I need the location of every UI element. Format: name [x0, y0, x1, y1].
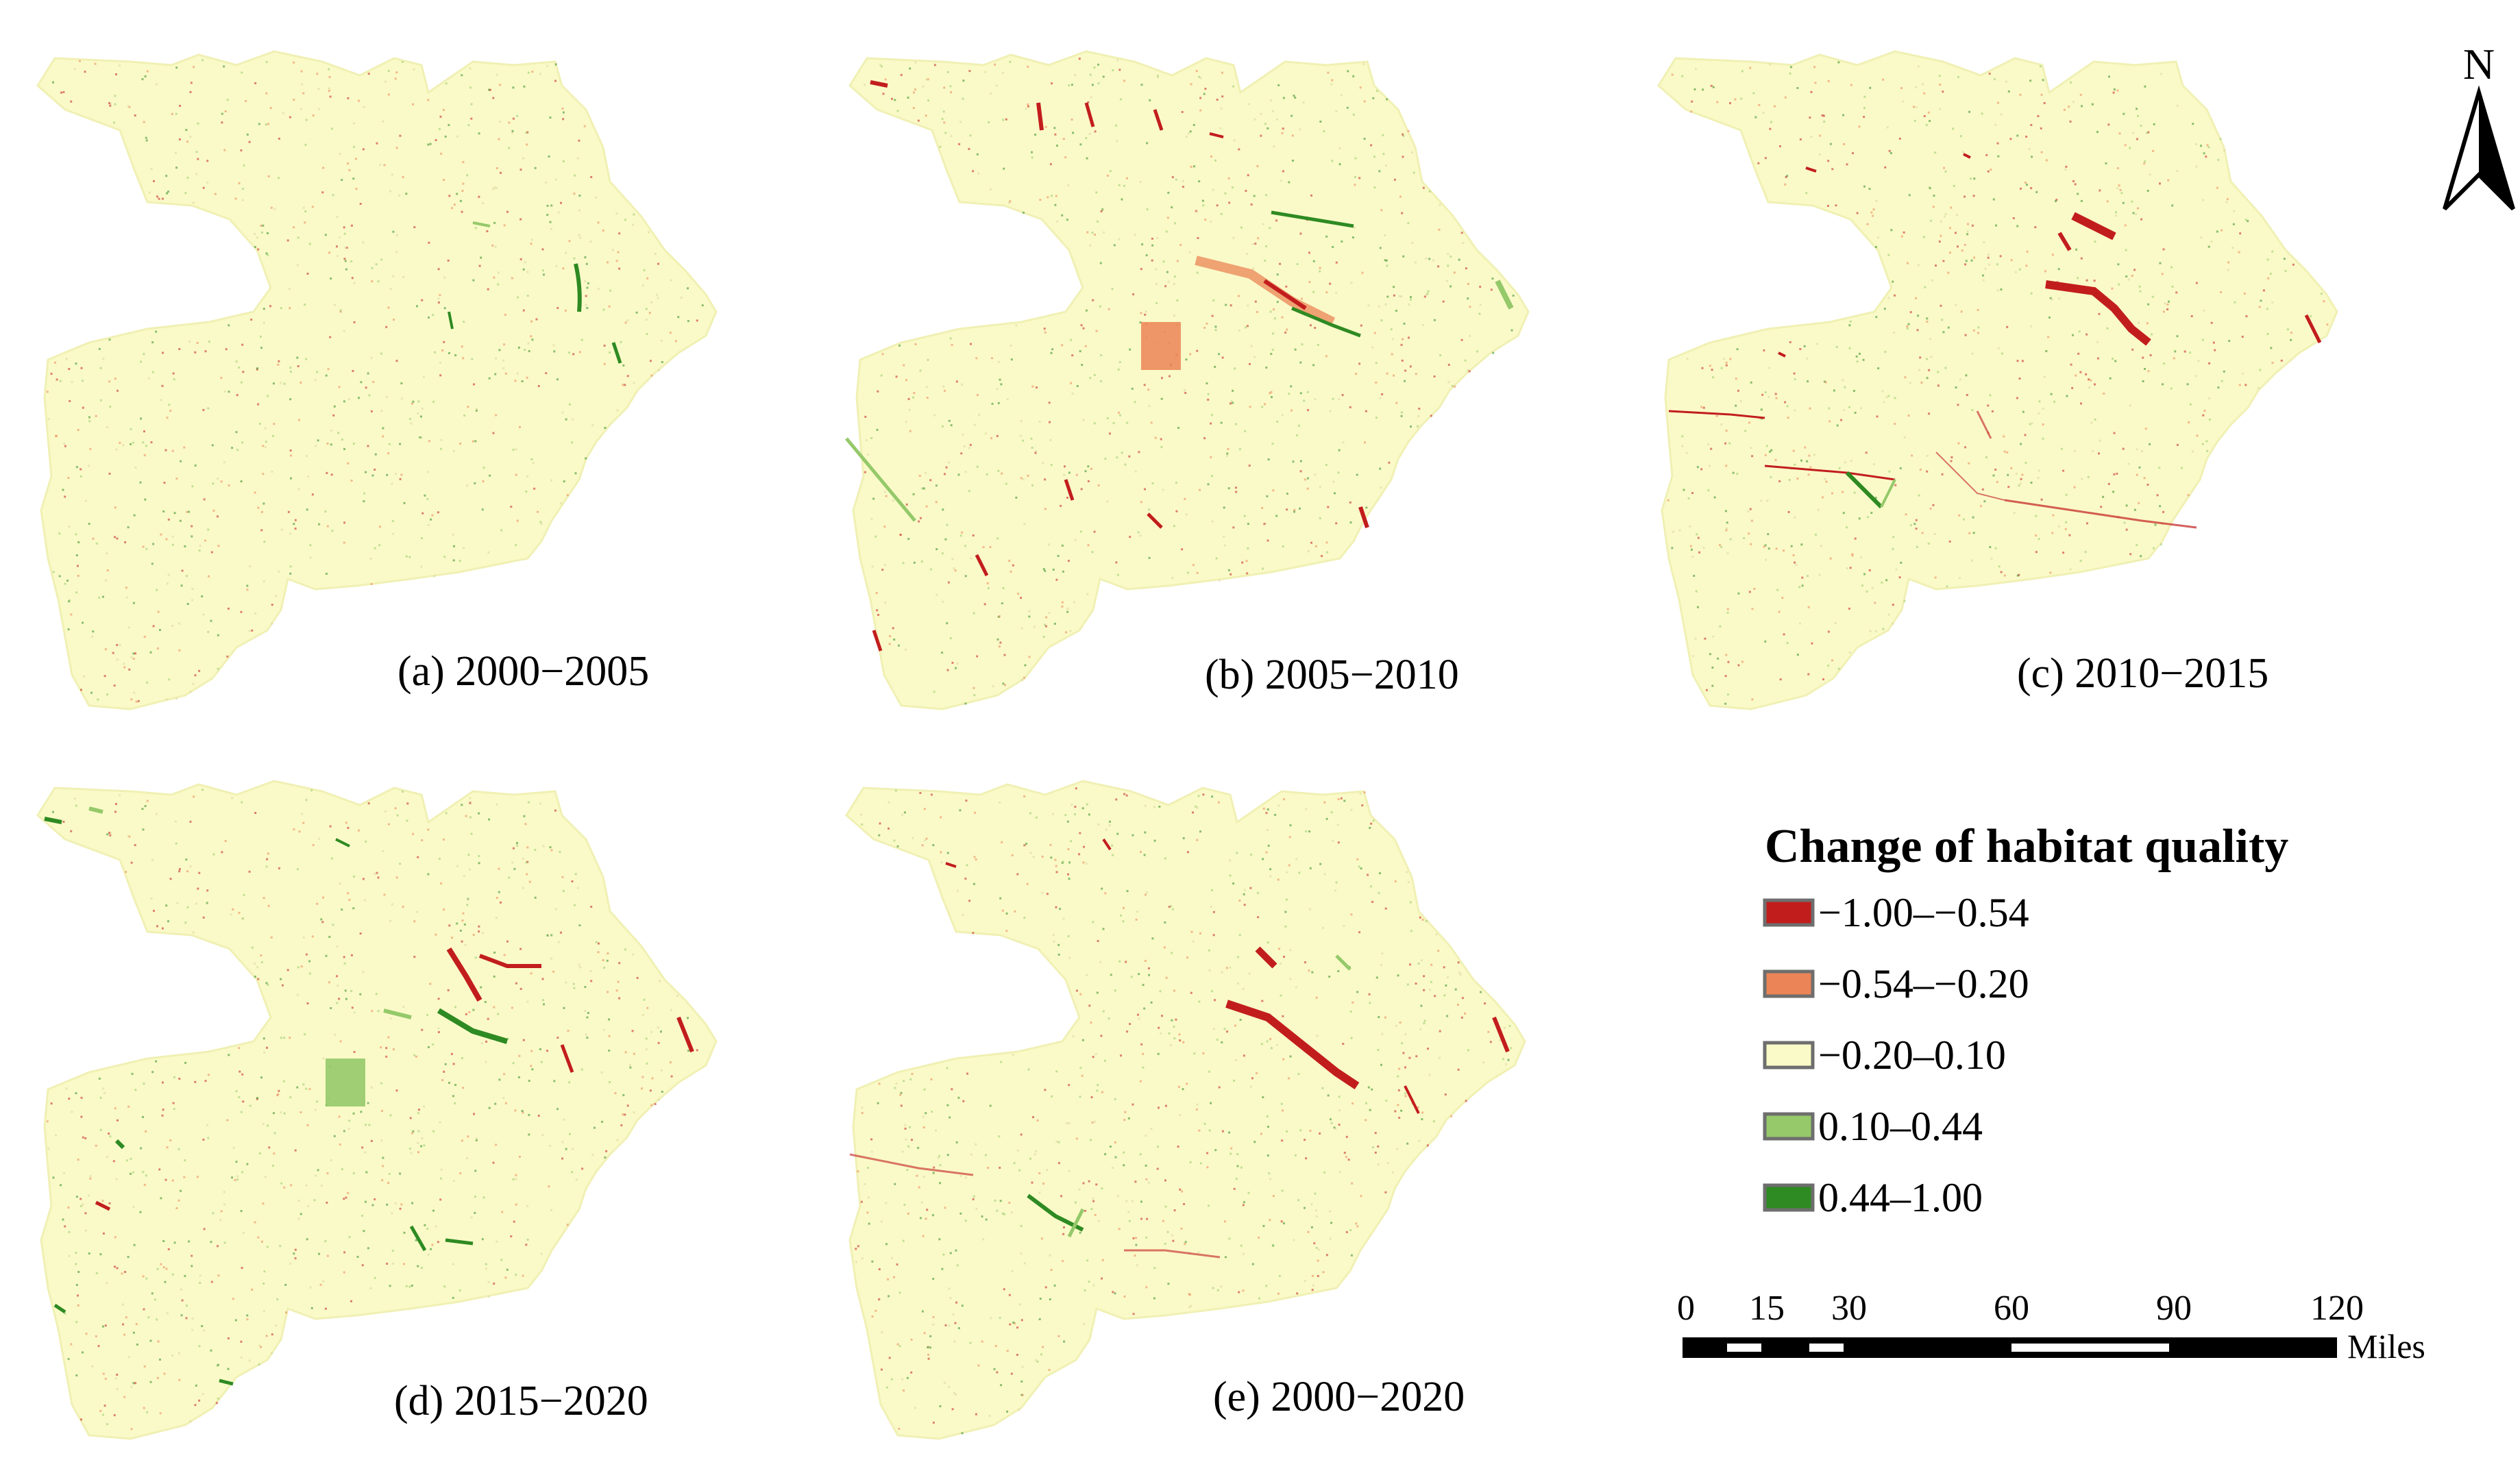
habitat-change-patches: [849, 838, 1510, 1259]
habitat-noise-layer: [855, 787, 1513, 1435]
habitat-noise-layer: [1667, 61, 2329, 705]
scale-tick-label: 15: [1749, 1289, 1785, 1328]
map-panel-d: (d) 2015−2020: [36, 780, 718, 1440]
scale-tick-label: 90: [2156, 1289, 2192, 1328]
legend-swatch: [1763, 1112, 1815, 1141]
legend-swatch: [1763, 969, 1815, 998]
panel-label-d: (d) 2015−2020: [394, 1378, 648, 1424]
scale-tick-label: 0: [1677, 1289, 1695, 1328]
map-panel-e: (e) 2000−2020: [845, 780, 1526, 1440]
habitat-change-patches: [845, 80, 1514, 652]
legend-swatch: [1763, 898, 1815, 927]
panel-label-e: (e) 2000−2020: [1213, 1374, 1465, 1420]
region-outline: [845, 780, 1526, 1440]
map-panel-b: (b) 2005−2010: [845, 50, 1530, 710]
panel-label-a: (a) 2000−2005: [397, 648, 649, 695]
north-arrow-label: N: [2463, 40, 2495, 88]
scale-tick-label: 30: [1831, 1289, 1867, 1328]
north-arrow: N: [2443, 40, 2515, 211]
region-outline: [1657, 50, 2338, 710]
habitat-change-patches: [448, 221, 622, 364]
scale-unit: Miles: [2347, 1327, 2425, 1365]
map-panel-c: (c) 2010−2015: [1657, 50, 2338, 710]
scale-tick-label: 120: [2310, 1289, 2364, 1328]
panel-label-b: (b) 2005−2010: [1205, 652, 1459, 698]
panel-label-c: (c) 2010−2015: [2017, 650, 2268, 697]
legend-label: 0.44–1.00: [1818, 1175, 1983, 1220]
region-outline: [36, 50, 718, 710]
scale-bar-frame: [1683, 1337, 2337, 1358]
legend-title: Change of habitat quality: [1765, 820, 2288, 873]
map-panel-a: (a) 2000−2005: [36, 50, 718, 710]
legend-swatch: [1763, 1183, 1815, 1212]
legend-label: −1.00–−0.54: [1818, 890, 2029, 935]
legend-label: −0.20–0.10: [1818, 1032, 2006, 1078]
habitat-noise-layer: [44, 789, 698, 1431]
legend-label: −0.54–−0.20: [1818, 961, 2029, 1006]
region-outline: [848, 50, 1530, 710]
region-outline: [36, 780, 718, 1440]
habitat-change-patches: [1668, 153, 2322, 529]
habitat-noise-layer: [46, 59, 704, 703]
legend-label: 0.10–0.44: [1818, 1104, 1983, 1149]
habitat-change-patches: [44, 806, 694, 1386]
scale-tick-label: 60: [1994, 1289, 2029, 1328]
legend-swatch: [1763, 1041, 1815, 1069]
legend: Change of habitat quality −1.00–−0.54 −0.…: [1763, 820, 2288, 1220]
scale-bar: 0 15 30 60 90 120 Miles: [1677, 1289, 2425, 1365]
